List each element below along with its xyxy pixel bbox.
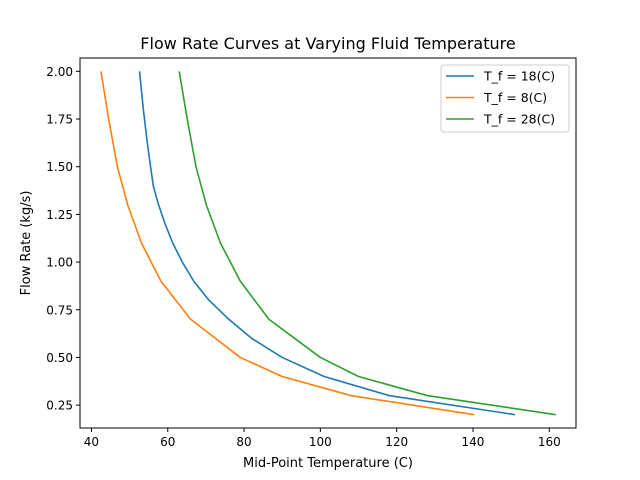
plot-frame (79, 57, 577, 429)
series-layer (100, 71, 556, 416)
y-tick-label: 0.25 (46, 399, 73, 413)
legend-box (440, 64, 570, 133)
plot-area (79, 57, 577, 429)
x-tick-label: 40 (84, 435, 99, 449)
chart-title: Flow Rate Curves at Varying Fluid Temper… (140, 34, 515, 53)
y-tick-label: 1.50 (46, 160, 73, 174)
y-tick-label: 0.50 (46, 351, 73, 365)
y-tick-label: 1.25 (46, 208, 73, 222)
y-axis-label: Flow Rate (kg/s) (19, 191, 34, 296)
y-tick-label: 1.00 (46, 256, 73, 270)
x-axis-ticks: 40 60 80 100 120 140 160 (84, 428, 561, 449)
x-tick-label: 80 (236, 435, 251, 449)
y-tick-label: 2.00 (46, 65, 73, 79)
x-tick-label: 100 (309, 435, 332, 449)
x-tick-label: 60 (160, 435, 175, 449)
legend-label: T_f = 28(C) (483, 112, 555, 127)
y-tick-label: 1.75 (46, 113, 73, 127)
legend: T_f = 18(C) T_f = 8(C) T_f = 28(C) (440, 64, 570, 133)
series-line (138, 71, 516, 416)
y-tick-label: 0.75 (46, 303, 73, 317)
x-tick-label: 120 (385, 435, 408, 449)
y-axis-ticks: 0.25 0.50 0.75 1.00 1.25 1.50 1.75 2.00 (46, 65, 80, 413)
series-line (178, 71, 556, 416)
x-axis-label: Mid-Point Temperature (C) (243, 456, 413, 471)
legend-label: T_f = 18(C) (483, 69, 555, 84)
x-tick-label: 160 (538, 435, 561, 449)
x-tick-label: 140 (462, 435, 485, 449)
series-line (100, 71, 475, 416)
legend-label: T_f = 8(C) (483, 90, 547, 105)
